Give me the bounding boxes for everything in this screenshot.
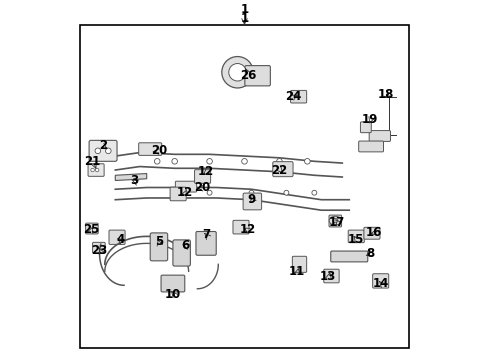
FancyBboxPatch shape — [244, 66, 270, 86]
Text: 12: 12 — [240, 223, 256, 236]
FancyBboxPatch shape — [292, 256, 306, 273]
Circle shape — [154, 158, 160, 164]
Text: 25: 25 — [82, 223, 99, 236]
FancyBboxPatch shape — [323, 269, 339, 283]
Text: 20: 20 — [150, 144, 167, 157]
Circle shape — [228, 63, 246, 81]
Text: 10: 10 — [164, 288, 181, 301]
FancyBboxPatch shape — [150, 233, 167, 261]
FancyBboxPatch shape — [109, 230, 125, 244]
FancyBboxPatch shape — [170, 187, 186, 201]
Circle shape — [276, 158, 282, 164]
FancyBboxPatch shape — [243, 193, 261, 210]
Text: 14: 14 — [372, 277, 388, 290]
Text: 15: 15 — [347, 233, 364, 246]
Text: 16: 16 — [365, 226, 381, 239]
Ellipse shape — [332, 219, 337, 223]
Circle shape — [304, 158, 309, 164]
Text: 18: 18 — [377, 89, 393, 102]
FancyBboxPatch shape — [85, 223, 98, 234]
Circle shape — [105, 148, 111, 154]
Circle shape — [311, 190, 316, 195]
Circle shape — [171, 158, 177, 164]
Text: 17: 17 — [328, 216, 345, 229]
Circle shape — [95, 168, 99, 172]
FancyBboxPatch shape — [194, 170, 210, 183]
FancyBboxPatch shape — [347, 230, 364, 243]
FancyBboxPatch shape — [363, 227, 379, 239]
Text: 7: 7 — [202, 228, 210, 241]
Circle shape — [222, 57, 253, 88]
Text: 19: 19 — [361, 113, 378, 126]
Circle shape — [172, 190, 177, 195]
Text: 8: 8 — [366, 247, 374, 260]
Text: 13: 13 — [320, 270, 336, 283]
FancyBboxPatch shape — [272, 162, 292, 177]
FancyBboxPatch shape — [92, 242, 105, 253]
FancyBboxPatch shape — [175, 181, 196, 192]
Circle shape — [206, 158, 212, 164]
FancyBboxPatch shape — [139, 143, 162, 156]
Circle shape — [207, 190, 212, 195]
Text: 22: 22 — [271, 163, 287, 176]
FancyBboxPatch shape — [88, 164, 104, 176]
Text: 26: 26 — [239, 69, 256, 82]
Circle shape — [248, 190, 253, 195]
FancyBboxPatch shape — [328, 215, 341, 227]
FancyBboxPatch shape — [89, 140, 117, 161]
Circle shape — [241, 158, 247, 164]
Ellipse shape — [328, 216, 341, 225]
FancyBboxPatch shape — [173, 240, 190, 266]
Text: 4: 4 — [116, 233, 124, 246]
FancyBboxPatch shape — [290, 90, 306, 103]
Circle shape — [95, 148, 101, 154]
FancyBboxPatch shape — [372, 274, 388, 288]
Text: 1: 1 — [240, 12, 248, 24]
Text: 9: 9 — [247, 193, 255, 206]
Text: 23: 23 — [91, 244, 107, 257]
Circle shape — [91, 168, 94, 172]
Polygon shape — [115, 174, 146, 180]
Circle shape — [284, 190, 288, 195]
Text: 20: 20 — [194, 181, 210, 194]
FancyBboxPatch shape — [196, 231, 216, 255]
Text: 24: 24 — [285, 90, 301, 103]
Text: 11: 11 — [288, 265, 305, 278]
Text: 12: 12 — [177, 186, 193, 199]
FancyBboxPatch shape — [232, 220, 248, 234]
Text: 12: 12 — [198, 165, 214, 178]
Text: 6: 6 — [181, 239, 189, 252]
FancyBboxPatch shape — [360, 122, 370, 133]
Text: 3: 3 — [130, 174, 138, 187]
FancyBboxPatch shape — [358, 141, 383, 152]
Text: 1: 1 — [240, 3, 248, 16]
Text: 2: 2 — [99, 139, 107, 152]
Text: 5: 5 — [155, 235, 163, 248]
FancyBboxPatch shape — [330, 251, 367, 262]
FancyBboxPatch shape — [161, 275, 184, 292]
FancyBboxPatch shape — [368, 131, 390, 141]
Text: 21: 21 — [84, 155, 101, 168]
